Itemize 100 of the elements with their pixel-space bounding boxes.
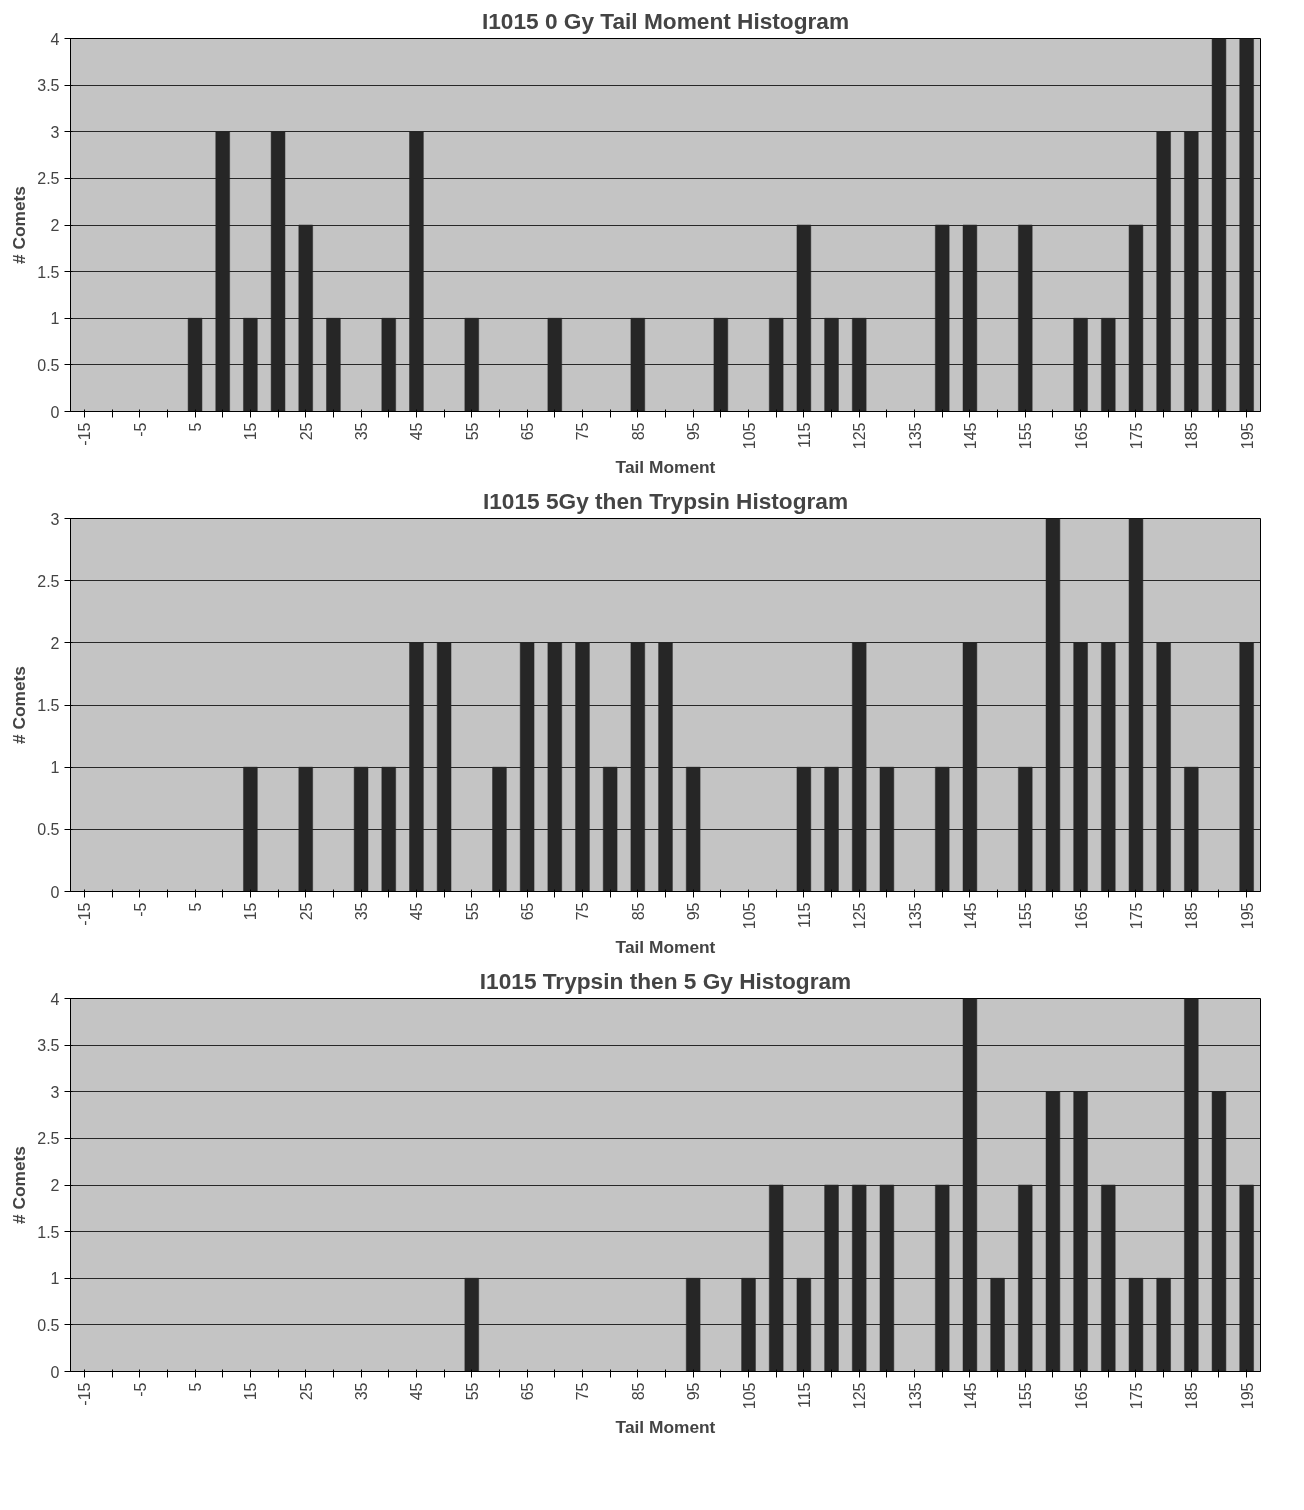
- bar: [630, 642, 645, 892]
- bar: [1101, 318, 1116, 412]
- bar: [769, 318, 784, 412]
- bar: [686, 1278, 701, 1372]
- y-tick-label: 3: [50, 123, 60, 141]
- bar: [879, 766, 895, 892]
- x-tick-label: 145: [961, 902, 979, 930]
- x-tick-label: 185: [1183, 422, 1201, 450]
- bar: [1128, 518, 1144, 892]
- bar: [852, 642, 867, 892]
- bar: [270, 131, 286, 412]
- bar: [713, 318, 729, 412]
- bar: [1184, 766, 1199, 892]
- bar: [215, 131, 230, 412]
- x-tick-label: 25: [297, 422, 315, 441]
- x-axis-title: Tail Moment: [615, 457, 716, 478]
- y-tick-label: 4: [50, 990, 60, 1008]
- bar: [353, 766, 369, 892]
- bar: [962, 224, 978, 412]
- x-tick-label: 105: [740, 422, 758, 450]
- y-tick-label: 3: [50, 1083, 60, 1101]
- chart-title: I1015 5Gy then Trypsin Histogram: [482, 487, 849, 514]
- x-tick-label: 35: [353, 422, 371, 441]
- bar: [796, 1278, 812, 1372]
- y-tick-label: 2.5: [37, 572, 60, 590]
- x-tick-label: 165: [1072, 422, 1090, 450]
- x-tick-label: 125: [851, 1382, 869, 1410]
- bar: [1101, 1184, 1116, 1372]
- bar: [436, 642, 452, 892]
- x-tick-label: 125: [851, 902, 869, 930]
- y-tick-label: 4: [50, 30, 60, 48]
- x-tick-label: 185: [1183, 1382, 1201, 1410]
- y-tick-label: 3: [50, 510, 60, 528]
- x-tick-label: 15: [242, 902, 260, 921]
- x-tick-label: 115: [795, 1382, 813, 1409]
- x-tick-label: -15: [76, 422, 94, 446]
- x-tick-label: 95: [685, 902, 703, 921]
- bar: [935, 1184, 950, 1372]
- bar: [492, 766, 507, 892]
- x-tick-label: 135: [906, 902, 924, 930]
- bar: [1128, 1278, 1144, 1372]
- y-tick-label: 3.5: [37, 77, 60, 95]
- bar: [1239, 1184, 1254, 1372]
- x-tick-label: 135: [906, 422, 924, 450]
- bar: [464, 318, 479, 412]
- bar: [326, 318, 341, 412]
- x-tick-label: 15: [242, 1382, 260, 1401]
- x-tick-label: 155: [1017, 902, 1035, 930]
- bar: [409, 642, 424, 892]
- bar: [1156, 1278, 1171, 1372]
- x-tick-label: 175: [1127, 902, 1145, 930]
- x-tick-label: 195: [1238, 422, 1256, 450]
- bar: [1239, 38, 1254, 412]
- y-tick-label: 1.5: [37, 263, 60, 281]
- y-axis-title: # Comets: [9, 1145, 30, 1224]
- x-tick-label: -15: [76, 902, 94, 926]
- x-tick-label: 65: [519, 902, 537, 921]
- bar: [1211, 38, 1227, 412]
- y-tick-label: 0: [50, 403, 60, 421]
- bar: [381, 766, 396, 892]
- x-tick-label: 185: [1183, 902, 1201, 930]
- bar: [962, 998, 978, 1372]
- x-tick-label: 155: [1017, 422, 1035, 450]
- bar: [1073, 318, 1088, 412]
- y-tick-label: 1.5: [37, 1223, 60, 1241]
- bar: [547, 642, 562, 892]
- y-tick-label: 1: [50, 1270, 60, 1288]
- bar: [1156, 642, 1171, 892]
- x-tick-label: 85: [629, 1382, 647, 1401]
- x-tick-label: 75: [574, 902, 592, 921]
- x-axis-title: Tail Moment: [615, 1417, 716, 1438]
- x-tick-label: 95: [685, 422, 703, 441]
- x-tick-label: 15: [242, 422, 260, 441]
- x-tick-label: 65: [519, 422, 537, 441]
- x-tick-label: 45: [408, 902, 426, 921]
- y-tick-label: 1: [50, 310, 60, 328]
- bar: [1184, 131, 1199, 412]
- bar: [1018, 766, 1033, 892]
- bar: [298, 224, 313, 412]
- x-tick-label: 165: [1072, 1382, 1090, 1410]
- bar: [1128, 224, 1144, 412]
- bar: [1045, 1091, 1061, 1372]
- bar: [243, 766, 258, 892]
- bar: [852, 1184, 867, 1372]
- x-tick-label: 5: [187, 422, 205, 432]
- bar: [741, 1278, 756, 1372]
- x-tick-label: -5: [131, 902, 149, 917]
- x-tick-label: 145: [961, 422, 979, 450]
- bar: [1156, 131, 1171, 412]
- x-tick-label: -5: [131, 422, 149, 437]
- bar: [1073, 1091, 1088, 1372]
- x-tick-label: 155: [1017, 1382, 1035, 1410]
- y-tick-label: 0: [50, 1363, 60, 1381]
- x-tick-label: 195: [1238, 902, 1256, 930]
- x-tick-label: 85: [629, 422, 647, 441]
- x-tick-label: 115: [795, 902, 813, 929]
- y-tick-label: 2: [50, 1177, 60, 1194]
- x-tick-label: 35: [353, 1382, 371, 1401]
- x-tick-label: 115: [795, 422, 813, 449]
- x-tick-label: 105: [740, 902, 758, 930]
